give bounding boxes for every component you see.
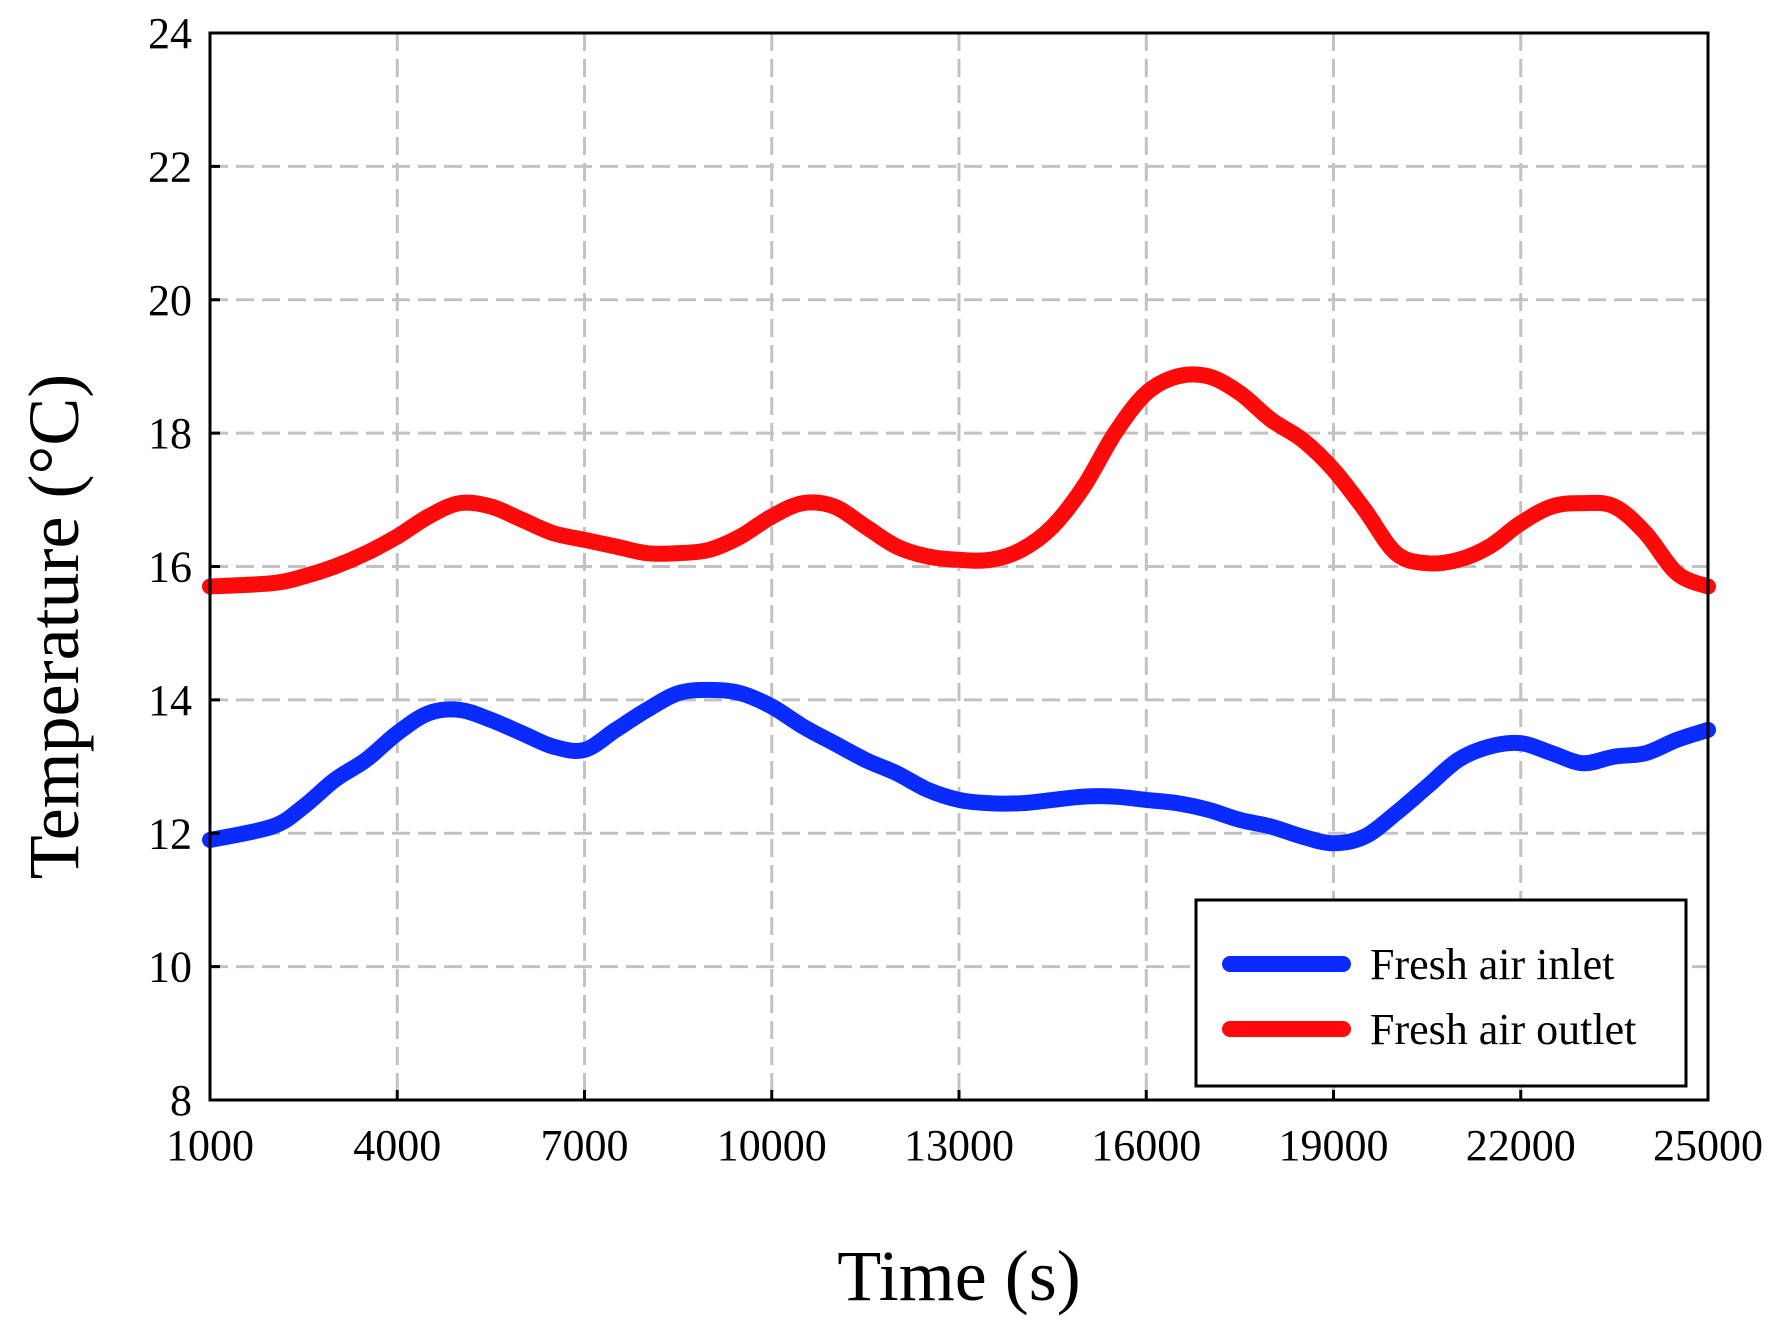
x-tick-label: 25000 <box>1653 1121 1763 1170</box>
y-axis-title: Temperature (°C) <box>14 374 94 880</box>
legend: Fresh air inlet Fresh air outlet <box>1194 898 1688 1088</box>
x-tick-label: 10000 <box>717 1121 827 1170</box>
y-tick-label: 8 <box>170 1076 192 1125</box>
x-tick-label: 13000 <box>904 1121 1014 1170</box>
y-tick-label: 24 <box>148 9 192 58</box>
legend-label-fresh-air-inlet: Fresh air inlet <box>1370 940 1614 989</box>
y-tick-label: 10 <box>148 943 192 992</box>
series-line-fresh-air-inlet <box>202 681 1716 852</box>
x-tick-label: 22000 <box>1466 1121 1576 1170</box>
y-tick-label: 20 <box>148 276 192 325</box>
x-axis-title: Time (s) <box>837 1236 1080 1316</box>
y-tick-label: 22 <box>148 142 192 191</box>
y-tick-label: 16 <box>148 543 192 592</box>
x-tick-label: 16000 <box>1091 1121 1201 1170</box>
y-tick-label: 14 <box>148 676 192 725</box>
x-tick-label: 1000 <box>166 1121 254 1170</box>
x-tick-label: 19000 <box>1279 1121 1389 1170</box>
legend-box <box>1194 898 1688 1088</box>
x-tick-label: 7000 <box>541 1121 629 1170</box>
series-line-fresh-air-outlet <box>202 366 1716 595</box>
x-tick-label: 4000 <box>353 1121 441 1170</box>
y-tick-label: 18 <box>148 409 192 458</box>
legend-label-fresh-air-outlet: Fresh air outlet <box>1370 1005 1636 1054</box>
y-tick-label: 12 <box>148 809 192 858</box>
axis-ticks: 1000 4000 7000 10000 13000 16000 19000 22000 250… <box>148 9 1763 1170</box>
series-layer <box>202 366 1716 852</box>
